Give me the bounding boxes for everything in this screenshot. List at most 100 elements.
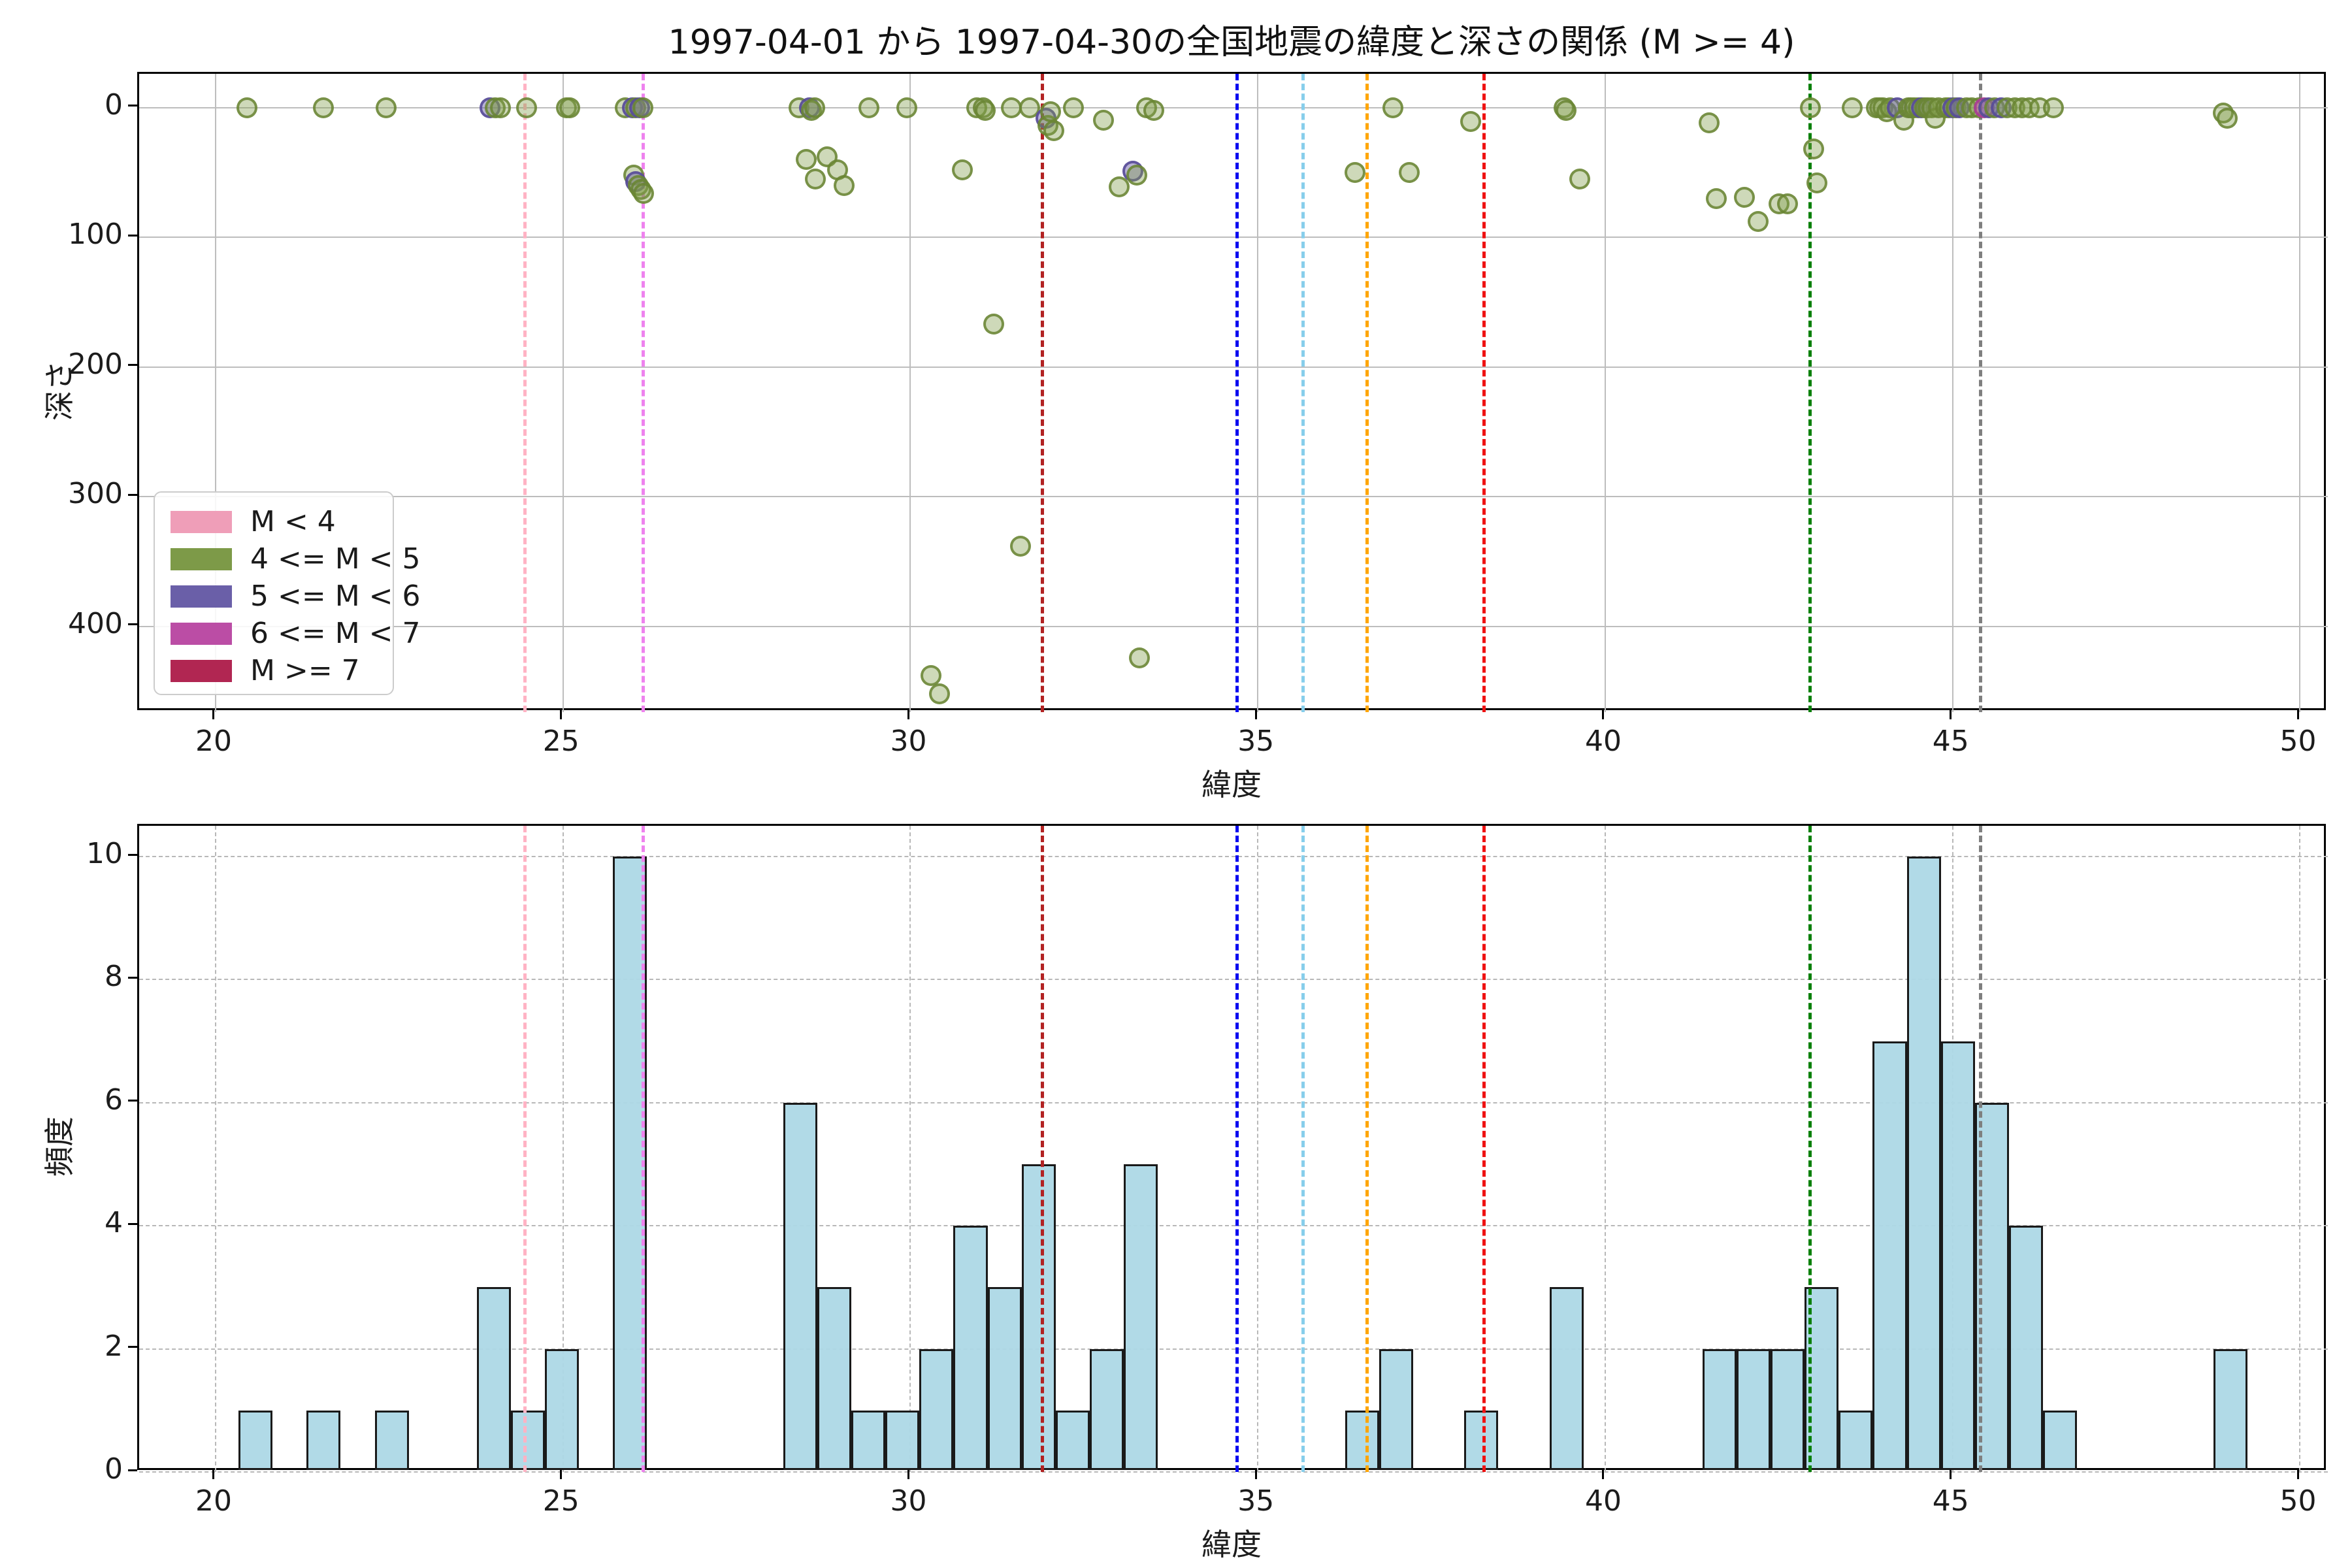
scatter-point — [375, 97, 397, 118]
x-tick-label: 30 — [890, 725, 927, 758]
scatter-point — [1747, 211, 1769, 233]
histogram-bar — [238, 1410, 273, 1470]
tick-mark — [128, 1222, 137, 1225]
scatter-point — [1460, 111, 1481, 133]
x-tick-label: 25 — [542, 725, 580, 758]
scatter-point — [858, 97, 879, 118]
legend-swatch — [171, 510, 232, 533]
gridline — [139, 496, 2328, 498]
scatter-point — [559, 97, 581, 118]
tick-mark — [128, 1469, 137, 1471]
event-vline — [1365, 74, 1369, 712]
tick-mark — [128, 105, 137, 107]
scatter-point — [1126, 164, 1148, 186]
y-tick-label: 8 — [105, 960, 123, 994]
histogram-bar — [987, 1287, 1022, 1470]
y-tick-label: 2 — [105, 1329, 123, 1363]
scatter-point — [1009, 535, 1031, 557]
event-vline — [1235, 74, 1239, 712]
tick-mark — [128, 234, 137, 237]
scatter-point — [1143, 99, 1164, 121]
histogram-bar — [545, 1348, 580, 1470]
event-vline — [1365, 826, 1369, 1472]
scatter-point — [1806, 172, 1828, 193]
x-tick-label: 35 — [1237, 725, 1275, 758]
histogram-bar — [2042, 1410, 2078, 1470]
gridline — [2299, 74, 2301, 712]
histogram-bar — [1736, 1348, 1771, 1470]
histogram-bar — [783, 1102, 817, 1470]
x-tick-label: 20 — [195, 1484, 232, 1518]
gridline — [139, 366, 2328, 368]
gridline — [139, 237, 2328, 238]
gridline — [1952, 74, 1953, 712]
scatter-point — [1345, 161, 1366, 183]
gridline — [909, 826, 911, 1472]
y-tick-label: 100 — [68, 218, 123, 252]
legend-label: M >= 7 — [250, 654, 360, 687]
histogram-bar — [2213, 1348, 2247, 1470]
scatter-point — [632, 97, 654, 118]
legend-label: 4 <= M < 5 — [250, 542, 421, 576]
legend-label: 6 <= M < 7 — [250, 617, 421, 650]
event-vline — [1808, 74, 1812, 712]
histogram-bar — [1055, 1410, 1090, 1470]
scatter-point — [983, 314, 1005, 335]
histogram-bar — [953, 1226, 988, 1470]
histogram-bar — [817, 1287, 852, 1470]
scatter-point — [804, 97, 825, 118]
scatter-point — [952, 159, 973, 180]
histogram-bar — [306, 1410, 341, 1470]
x-tick-label: 45 — [1932, 725, 1969, 758]
legend-swatch — [171, 622, 232, 645]
scatter-point — [2216, 107, 2238, 129]
x-tick-label: 25 — [542, 1484, 580, 1518]
scatter-point — [1706, 188, 1727, 209]
tick-mark — [1950, 710, 1952, 719]
event-vline — [1978, 826, 1982, 1472]
tick-mark — [1602, 1470, 1605, 1479]
gridline — [139, 106, 2328, 108]
histogram-bar — [1021, 1164, 1056, 1470]
legend-item: M >= 7 — [171, 652, 393, 689]
scatter-point — [236, 97, 257, 118]
tick-mark — [128, 853, 137, 856]
scatter-point — [2042, 97, 2064, 118]
y-tick-label: 0 — [105, 88, 123, 122]
histogram-bar — [1123, 1164, 1158, 1470]
tick-mark — [128, 1346, 137, 1348]
tick-mark — [2296, 710, 2299, 719]
scatter-point — [1129, 647, 1151, 668]
scatter-point — [1733, 186, 1755, 208]
tick-mark — [212, 710, 215, 719]
gridline — [139, 1102, 2328, 1103]
scatter-point — [1776, 193, 1798, 214]
event-vline — [1482, 74, 1486, 712]
scatter-point — [1000, 97, 1022, 118]
scatter-point — [1841, 97, 1863, 118]
histogram-bar — [1702, 1348, 1737, 1470]
legend-item: 5 <= M < 6 — [171, 578, 421, 615]
y-tick-label: 200 — [68, 347, 123, 381]
gridline — [139, 1225, 2328, 1227]
scatter-point — [1799, 97, 1821, 118]
legend-swatch — [171, 659, 232, 682]
event-vline — [1808, 826, 1812, 1472]
tick-mark — [1254, 710, 1257, 719]
tick-mark — [128, 623, 137, 626]
tick-mark — [907, 1470, 909, 1479]
scatter-point — [1043, 120, 1064, 142]
x-tick-label: 50 — [2279, 725, 2317, 758]
event-vline — [1235, 826, 1239, 1472]
scatter-point — [1063, 97, 1085, 118]
scatter-point — [1108, 176, 1130, 197]
histogram-bar — [1838, 1410, 1873, 1470]
event-vline — [641, 74, 645, 712]
tick-mark — [128, 493, 137, 496]
tick-mark — [907, 710, 909, 719]
gridline — [1257, 74, 1259, 712]
scatter-point — [516, 97, 538, 118]
gridline — [139, 1471, 2328, 1473]
scatter-point — [1382, 97, 1403, 118]
